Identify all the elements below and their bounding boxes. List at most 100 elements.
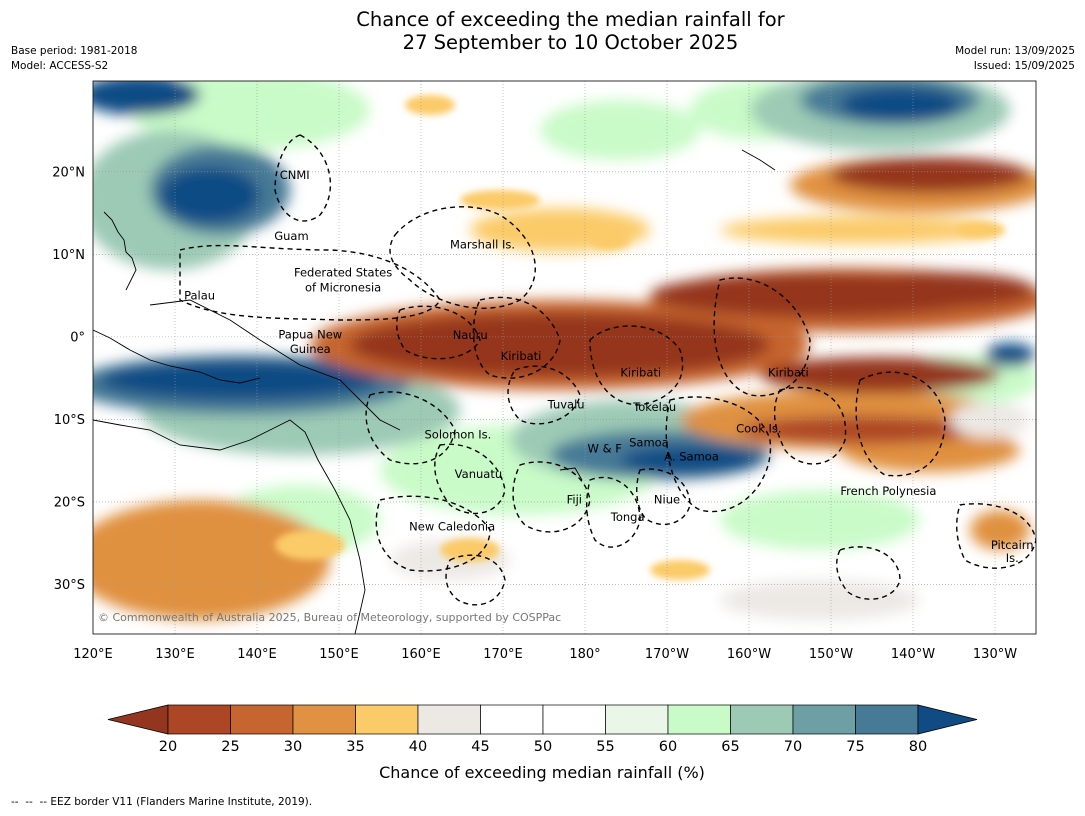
colorbar-swatch	[355, 704, 419, 735]
place-label: Niue	[654, 492, 680, 506]
indonesia-coast	[93, 329, 261, 384]
colorbar-over-arrow	[917, 704, 978, 735]
place-label: Tonga	[610, 510, 645, 524]
figure-title-line1: Chance of exceeding the median rainfall …	[356, 8, 785, 31]
x-tick-label: 130°E	[155, 647, 195, 662]
x-tick-label: 160°E	[401, 647, 441, 662]
colorbar-swatch	[792, 704, 856, 735]
map-frame	[92, 80, 1037, 635]
colorbar-under-arrow	[107, 704, 169, 735]
eez-marshall	[389, 206, 536, 309]
y-tick-label: 20°N	[52, 165, 85, 180]
place-label: New Caledonia	[409, 520, 495, 534]
colorbar-swatch	[542, 704, 606, 735]
eez-nauru	[396, 305, 481, 360]
metadata-left: Base period: 1981-2018 Model: ACCESS-S2	[11, 44, 137, 74]
place-label: Palau	[184, 289, 215, 303]
x-tick-label: 180°	[569, 647, 600, 662]
place-label: Guinea	[290, 342, 331, 356]
latitude-tick-labels: 20°N 10°N 0° 10°S 20°S 30°S	[52, 165, 85, 593]
figure-title-line2: 27 September to 10 October 2025	[402, 31, 739, 54]
place-label: Papua New	[278, 327, 342, 341]
figure-title: Chance of exceeding the median rainfall …	[0, 8, 1085, 54]
place-label: Marshall Is.	[450, 237, 515, 251]
colorbar-tick-label: 45	[471, 739, 489, 755]
colorbar-swatch	[605, 704, 669, 735]
place-label: A. Samoa	[664, 450, 719, 464]
model-name: Model: ACCESS-S2	[11, 60, 109, 72]
solomon-coast	[359, 399, 401, 431]
new-guinea-coast	[149, 299, 361, 401]
graticule-lines	[93, 81, 1036, 634]
base-period: Base period: 1981-2018	[11, 45, 138, 57]
colorbar-swatch	[167, 704, 231, 735]
colorbar-tick-label: 40	[409, 739, 427, 755]
eez-kiribati-west	[472, 296, 561, 379]
rainfall-probability-field	[93, 81, 1036, 620]
place-label: of Micronesia	[305, 280, 381, 294]
place-label: Kiribati	[768, 365, 809, 379]
colorbar-tick-label: 25	[221, 739, 239, 755]
place-label: Cook Is.	[736, 421, 781, 435]
x-tick-label: 120°E	[73, 647, 113, 662]
eez-norfolk	[445, 554, 506, 606]
colorbar-swatch	[417, 704, 481, 735]
eez-tuvalu	[507, 365, 581, 425]
place-label: Tokelau	[632, 400, 676, 414]
x-tick-label: 140°W	[891, 647, 935, 662]
y-tick-label: 0°	[70, 330, 85, 345]
place-label: Tuvalu	[547, 398, 585, 412]
y-tick-label: 10°N	[52, 248, 85, 263]
fiji-coast	[559, 467, 583, 481]
eez-cook	[665, 396, 772, 513]
eez-footnote: -- -- -- EEZ border V11 (Flanders Marine…	[11, 796, 313, 808]
place-label: Kiribati	[620, 365, 661, 379]
metadata-right: Model run: 13/09/2025 Issued: 15/09/2025	[955, 44, 1075, 74]
coastlines	[93, 149, 776, 634]
place-label: W & F	[588, 441, 622, 455]
longitude-tick-labels: 120°E 130°E 140°E 150°E 160°E 170°E 180° 170°W 1…	[73, 647, 1017, 662]
place-label: Fiji	[567, 492, 582, 506]
eez-french-polynesia-east	[855, 371, 946, 477]
x-tick-label: 140°E	[237, 647, 277, 662]
colorbar-tick-label: 80	[909, 739, 927, 755]
x-tick-label: 170°E	[483, 647, 523, 662]
place-label: Samoa	[629, 436, 669, 450]
eez-fiji	[512, 461, 591, 533]
copyright-notice: © Commonwealth of Australia 2025, Bureau…	[98, 611, 561, 624]
colorbar-tick-label: 20	[159, 739, 177, 755]
model-run: Model run: 13/09/2025	[955, 45, 1075, 57]
colorbar-tick-labels: 20 25 30 35 40 45 50 55 60 65 70 75 80	[159, 739, 927, 755]
issued-date: Issued: 15/09/2025	[973, 60, 1075, 72]
y-tick-label: 10°S	[54, 413, 85, 428]
eez-borders	[179, 134, 1036, 606]
colorbar-tick-label: 50	[534, 739, 552, 755]
colorbar-tick-label: 75	[846, 739, 864, 755]
colorbar-swatch	[292, 704, 356, 735]
colorbar-tick-label: 70	[784, 739, 802, 755]
place-label: Vanuatu	[455, 467, 502, 481]
colorbar-swatch	[855, 704, 919, 735]
colorbar-swatches	[107, 704, 978, 735]
place-label: Federated States	[294, 265, 392, 279]
colorbar-tick-label: 35	[346, 739, 364, 755]
colorbar: 20 25 30 35 40 45 50 55 60 65 70 75 80 Chance of exc…	[107, 704, 978, 782]
australia-coast	[93, 419, 366, 634]
x-tick-label: 170°W	[645, 647, 689, 662]
colorbar-tick-label: 30	[284, 739, 302, 755]
eez-kiribati-east	[713, 277, 811, 397]
eez-cnmi	[274, 134, 332, 222]
y-tick-label: 20°S	[54, 495, 85, 510]
place-label: Solomon Is.	[425, 427, 492, 441]
place-label: Pitcairn	[991, 538, 1034, 552]
colorbar-tick-label: 55	[596, 739, 614, 755]
x-tick-label: 160°W	[727, 647, 771, 662]
x-tick-label: 150°W	[809, 647, 853, 662]
colorbar-tick-label: 65	[721, 739, 739, 755]
eez-kiribati-central	[589, 325, 684, 406]
place-label: Is.	[1006, 551, 1019, 565]
place-label: CNMI	[280, 168, 310, 182]
colorbar-swatch	[480, 704, 544, 735]
